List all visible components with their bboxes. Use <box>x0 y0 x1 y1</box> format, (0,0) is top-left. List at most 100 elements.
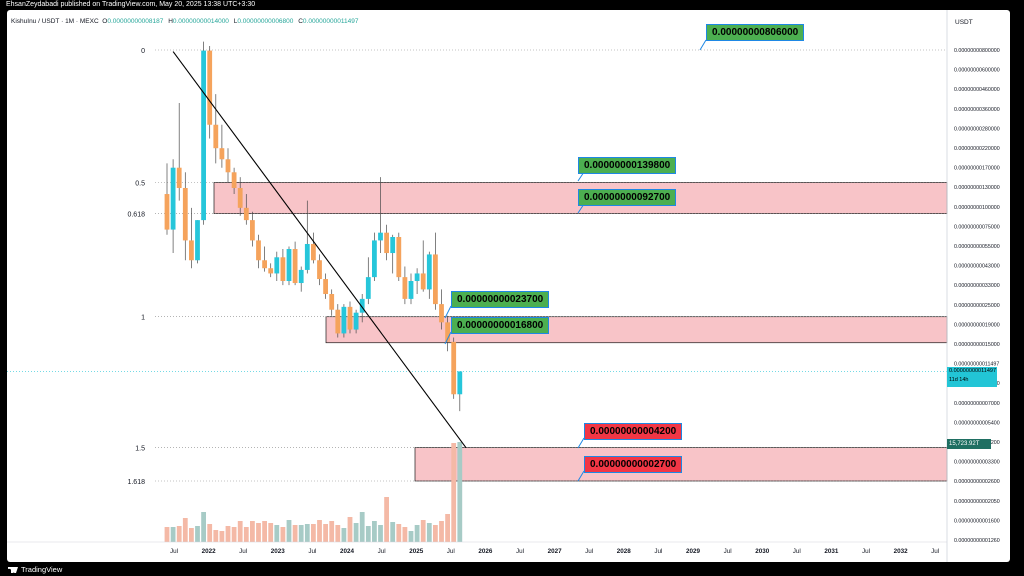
volume-bar <box>341 528 347 542</box>
volume-bar <box>426 523 432 542</box>
price-tick-label: 0.00000000015000 <box>954 342 1000 348</box>
legend-close-label: C <box>298 18 303 25</box>
candle-body <box>353 312 359 330</box>
candle-body <box>237 187 243 208</box>
price-tick-label: 0.00000000055000 <box>954 244 1000 250</box>
time-tick-label: Jul <box>654 548 662 555</box>
volume-bar <box>420 520 426 542</box>
callout-zone3-top[interactable]: 0.00000000004200 <box>584 423 683 440</box>
candle-body <box>420 273 426 290</box>
candle-body <box>365 277 371 299</box>
volume-bar <box>256 523 261 542</box>
volume-bar <box>292 525 298 542</box>
volume-bar <box>317 520 322 542</box>
price-tick-label: 0.00000000280000 <box>954 126 1000 132</box>
callout-pointer <box>577 437 585 449</box>
price-tick-label: 0.00000000011497 <box>954 362 999 368</box>
price-tick-label: 0.00000000170000 <box>954 166 1000 172</box>
volume-bar <box>237 521 243 542</box>
chart-panel[interactable]: 0 0.5 0.618 1 1.5 1.618 USDT 0.00000000800000 0.… <box>7 10 1010 562</box>
candle-body <box>213 124 219 149</box>
volume-bar <box>262 521 267 542</box>
candle-body <box>372 240 377 278</box>
time-tick-label: 2023 <box>271 548 286 555</box>
volume-bar <box>359 512 365 542</box>
time-tick-label: 2030 <box>755 548 770 555</box>
footer-bar <box>0 562 1024 576</box>
candle-body <box>182 187 188 241</box>
legend-low-value: 0.00000000006800 <box>237 18 294 25</box>
candle-body <box>225 159 231 173</box>
price-tick-label: 0.00000000033000 <box>954 283 1000 289</box>
time-tick-label: 2032 <box>894 548 909 555</box>
legend-symbol: KishuInu / USDT · 1M · MEXC <box>11 18 99 25</box>
volume-bar <box>225 526 231 542</box>
price-tick-label: 0.00000000460000 <box>954 87 1000 93</box>
volume-bar <box>335 525 341 542</box>
callout-zone1-top[interactable]: 0.00000000139800 <box>578 157 677 174</box>
fib-level-label: 1.618 <box>127 479 145 486</box>
candle-body <box>201 50 206 221</box>
legend-open-label: O <box>102 18 108 25</box>
price-tick-label: 0.00000000075000 <box>954 224 1000 230</box>
fib-level-label: 1 <box>141 315 145 322</box>
volume-bar <box>195 526 200 542</box>
volume-bar <box>176 526 182 542</box>
candle-body <box>439 304 444 323</box>
time-tick-label: Jul <box>308 548 316 555</box>
candle-body <box>390 236 396 254</box>
fib-level-label: 0 <box>141 48 145 55</box>
volume-bar <box>231 527 237 542</box>
volume-bar <box>445 514 450 542</box>
time-tick-label: Jul <box>931 548 939 555</box>
candle-body <box>176 167 182 188</box>
symbol-legend: KishuInu / USDT · 1M · MEXC O0.000000000… <box>11 18 361 25</box>
legend-open-value: 0.00000000008187 <box>107 18 164 25</box>
candle-body <box>243 207 249 221</box>
candle-body <box>280 257 286 282</box>
price-tick-label: 0.00000000002050 <box>954 499 1000 505</box>
volume-bar <box>280 527 286 542</box>
candle-body <box>219 148 225 160</box>
candle-body <box>311 243 316 261</box>
chart-canvas[interactable]: 0 0.5 0.618 1 1.5 1.618 USDT 0.00000000800000 0.… <box>7 10 1010 562</box>
volume-badge: 15,723.92T <box>947 439 991 449</box>
candle-body <box>402 277 408 299</box>
callout-zone3-bottom[interactable]: 0.00000000002700 <box>584 456 683 473</box>
time-tick-label: Jul <box>862 548 870 555</box>
volume-bar <box>451 443 457 542</box>
callout-pointer <box>444 331 452 345</box>
fib-level-label: 1.5 <box>135 446 145 453</box>
tradingview-logo[interactable]: TradingView <box>8 566 62 574</box>
candle-body <box>256 240 261 261</box>
candle-body <box>231 172 237 188</box>
volume-bar <box>207 524 213 542</box>
volume-bar <box>274 525 280 542</box>
candle-body <box>335 309 341 334</box>
candle-body <box>378 232 383 241</box>
volume-bar <box>457 442 463 542</box>
fib-level-label: 0.5 <box>135 180 145 187</box>
callout-zone1-bottom[interactable]: 0.00000000092700 <box>578 189 677 206</box>
callout-top-target[interactable]: 0.00000000806000 <box>706 24 805 41</box>
callout-zone2-top[interactable]: 0.00000000023700 <box>451 291 550 308</box>
callout-zone2-bottom[interactable]: 0.00000000016800 <box>451 317 550 334</box>
candle-body <box>250 220 255 241</box>
legend-high-value: 0.00000000014000 <box>172 18 229 25</box>
candle-body <box>341 306 347 334</box>
candle-body <box>408 281 414 299</box>
time-tick-label: Jul <box>170 548 178 555</box>
time-tick-label: 2025 <box>409 548 424 555</box>
candle-body <box>329 294 335 310</box>
time-tick-label: Jul <box>516 548 524 555</box>
price-tick-label: 0.00000000003300 <box>954 460 1000 466</box>
candle-body <box>274 257 280 274</box>
time-tick-label: 2028 <box>617 548 632 555</box>
legend-low-label: L <box>233 18 238 25</box>
time-tick-label: Jul <box>239 548 247 555</box>
time-tick-label: 2029 <box>686 548 701 555</box>
tradingview-logo-icon <box>8 567 18 574</box>
price-tick-label: 0.00000000800000 <box>954 48 1000 54</box>
price-tick-label: 0.00000000001600 <box>954 518 1000 524</box>
candle-body <box>189 240 194 261</box>
